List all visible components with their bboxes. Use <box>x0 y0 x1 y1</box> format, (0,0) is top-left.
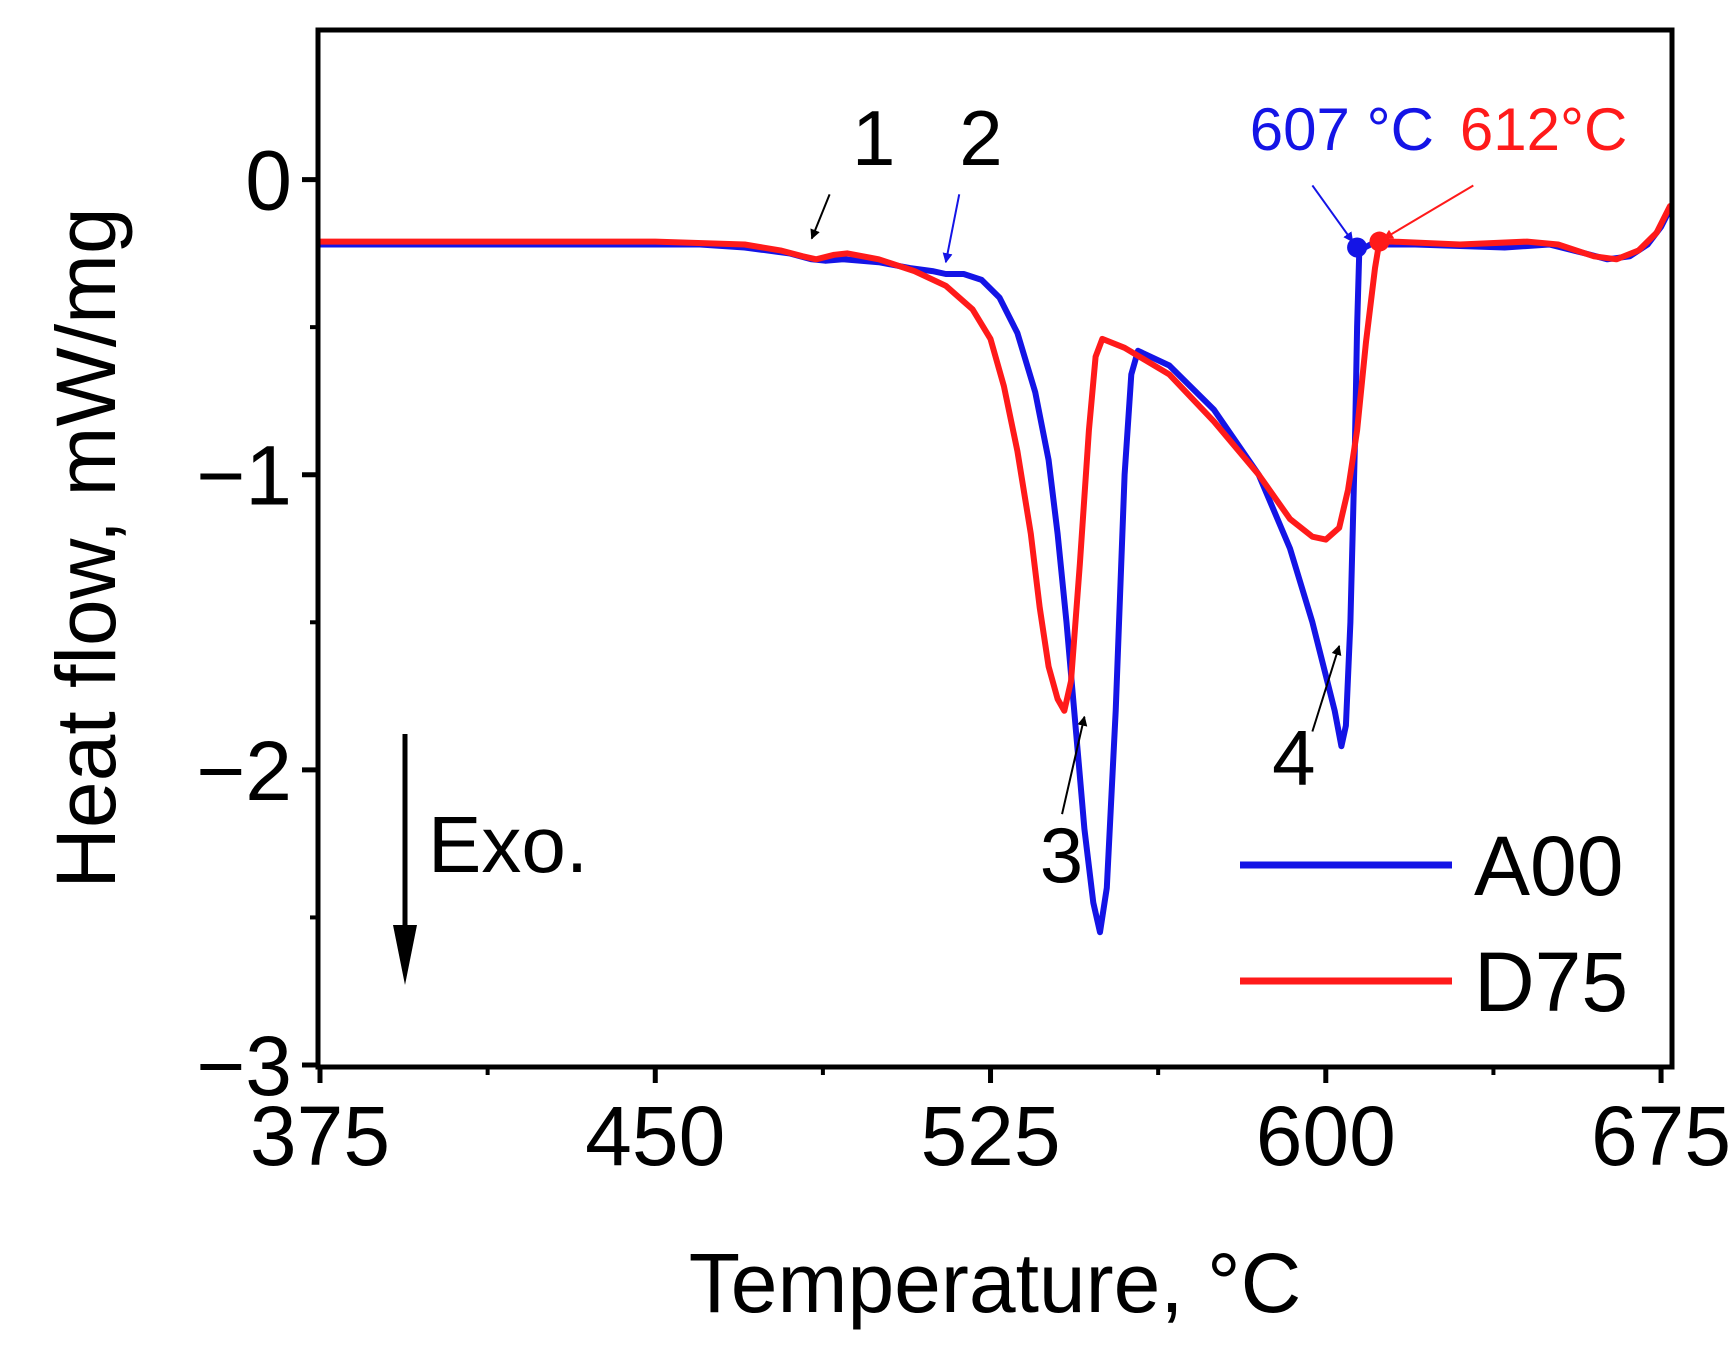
legend: A00 D75 <box>1240 819 1628 1029</box>
annotation-arrow-2 <box>942 194 961 264</box>
exo-arrowhead-icon <box>393 925 417 985</box>
peak-marker-d75 <box>1369 231 1390 252</box>
annotation-arrow-612-c <box>1383 184 1474 240</box>
y-tick-label: 0 <box>245 134 292 228</box>
x-tick-label: 675 <box>1591 1089 1731 1183</box>
event-label-1: 1 <box>852 94 895 182</box>
annotation-arrow-1 <box>810 193 831 240</box>
peak-temperature-label-607-c: 607 °C <box>1250 96 1434 163</box>
x-tick-label: 600 <box>1256 1089 1396 1183</box>
y-axis-title: Heat flow, mW/mg <box>39 207 133 888</box>
exo-label: Exo. <box>428 800 588 889</box>
peak-temperature-label-612-c: 612°C <box>1460 96 1627 163</box>
x-tick-label: 525 <box>920 1089 1060 1183</box>
annotation-arrow-4 <box>1311 644 1342 732</box>
annotation-layer: 1 2 3 4 607 °C 612°C <box>810 94 1627 899</box>
event-label-2: 2 <box>959 94 1002 182</box>
annotation-arrow-3 <box>1061 715 1088 815</box>
annotation-arrow-607-c <box>1311 184 1354 243</box>
x-tick-label: 450 <box>585 1089 725 1183</box>
ticks-layer: 375 450 525 600 675 0 −1 −2 −3 <box>196 134 1731 1183</box>
legend-label-d75: D75 <box>1474 935 1628 1029</box>
peak-marker-a00 <box>1347 237 1368 258</box>
y-tick-label: −1 <box>196 429 292 523</box>
event-label-3: 3 <box>1040 811 1083 899</box>
legend-label-a00: A00 <box>1474 819 1623 913</box>
x-tick-label: 375 <box>250 1089 390 1183</box>
y-tick-label: −2 <box>196 724 292 818</box>
y-tick-label: −3 <box>196 1019 292 1113</box>
x-axis-title: Temperature, °C <box>689 1236 1302 1330</box>
event-label-4: 4 <box>1272 714 1315 802</box>
plot-frame <box>315 27 1675 1070</box>
series-line-d75 <box>317 203 1673 714</box>
